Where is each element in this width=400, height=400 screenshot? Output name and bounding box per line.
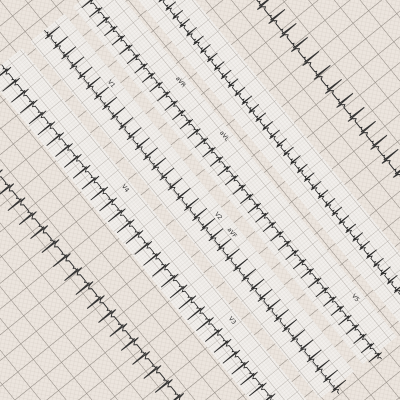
ecg-trace: [129, 0, 400, 321]
ecg-trace: [0, 39, 299, 400]
ecg-trace: [0, 64, 294, 400]
lead-label: V5: [350, 293, 361, 304]
lead-label: V4: [120, 183, 131, 194]
ecg-trace: [81, 0, 382, 363]
ecg-trace: [44, 26, 347, 395]
lead-label: V3: [227, 315, 238, 326]
strip-grid: [30, 13, 355, 399]
strip-grid: [0, 48, 312, 400]
strip-grid: [73, 0, 397, 365]
lead-label: V2: [213, 211, 224, 222]
lead-label: V1: [106, 79, 117, 90]
ecg-trace: [130, 0, 400, 349]
